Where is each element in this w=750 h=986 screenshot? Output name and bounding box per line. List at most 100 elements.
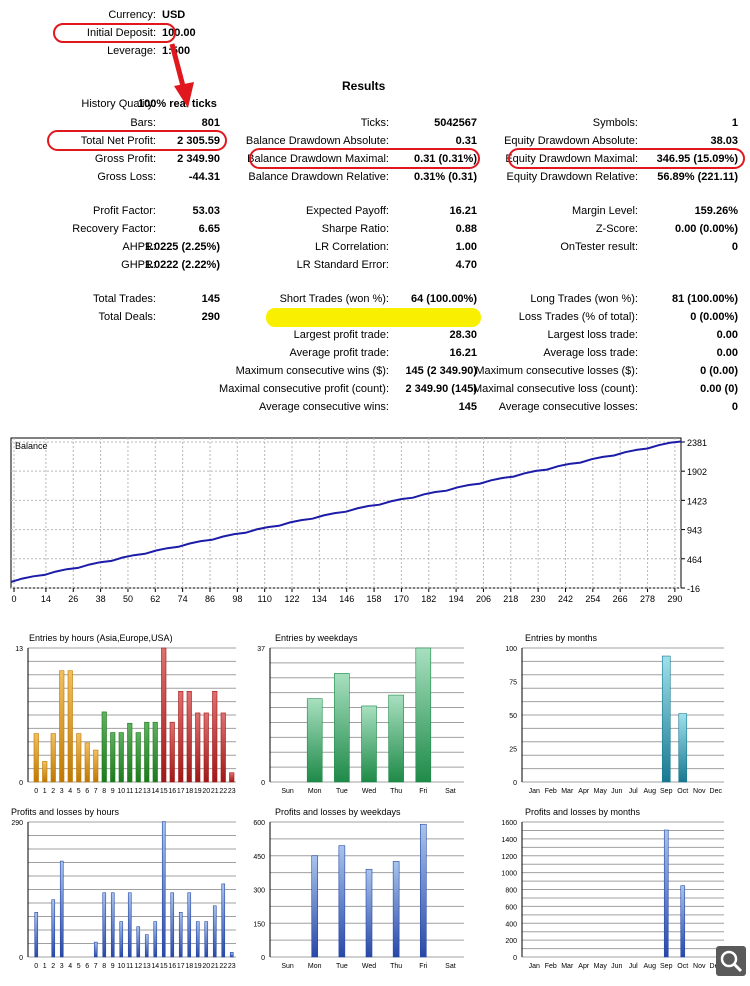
chart-x-tick-label: 12 [134, 788, 142, 795]
chart-x-tick-label: Mon [308, 963, 322, 970]
balance-drawdown-highlight-oval [249, 148, 480, 169]
chart-x-tick-label: Jan [529, 788, 540, 795]
col3-label: Equity Drawdown Relative: [506, 171, 638, 183]
chart-bar [42, 761, 48, 783]
entries-by-months-chart: Entries by months 100 75 50 25 0 Jan Feb Mar Apr M… [505, 633, 724, 795]
profits-by-months-chart: Profits and losses by months 1600 1400 1200… [501, 807, 724, 970]
chart-x-tick-label: Tue [336, 963, 348, 970]
balance-y-tick-label: 943 [687, 526, 702, 536]
chart-bar [144, 934, 149, 958]
chart-bar [178, 690, 184, 783]
balance-x-tick-label: 0 [11, 594, 16, 604]
col2-label: Average profit trade: [289, 347, 389, 359]
col3-label: Margin Level: [571, 205, 638, 217]
chart-y-tick-label: 0 [513, 780, 517, 787]
col1-value: 6.65 [198, 223, 220, 235]
col2-label: Maximal consecutive profit (count): [219, 383, 389, 395]
col1-label: Profit Factor: [93, 205, 156, 217]
chart-title: Profits and losses by months [525, 807, 641, 817]
col3-value: 159.26% [694, 205, 738, 217]
chart-bar [153, 921, 158, 958]
col1-value: 1.0225 (2.25%) [144, 241, 220, 253]
chart-x-tick-label: 8 [102, 963, 106, 970]
chart-x-tick-label: 6 [85, 963, 89, 970]
balance-x-tick-label: 242 [558, 594, 573, 604]
chart-x-tick-label: 17 [177, 963, 185, 970]
col3-value: 0 [731, 401, 738, 413]
col2-label: LR Correlation: [315, 241, 389, 253]
col2-label: Ticks: [360, 117, 389, 129]
chart-x-tick-label: Jun [611, 963, 622, 970]
chart-x-tick-label: May [594, 963, 608, 970]
profit-trades-highlight [266, 308, 481, 327]
col1-value: 1.0222 (2.22%) [144, 259, 220, 271]
chart-bar [306, 698, 323, 783]
col2-value: 16.21 [449, 347, 477, 359]
col1-value: 145 [201, 293, 220, 305]
chart-x-tick-label: Dec [710, 963, 723, 970]
chart-bar [127, 892, 132, 958]
chart-y-tick-label: 200 [505, 938, 517, 945]
balance-x-tick-label: 74 [178, 594, 188, 604]
equity-drawdown-highlight-oval [508, 148, 745, 169]
col1-label: AHPR: [122, 241, 156, 253]
currency-value: USD [162, 9, 186, 21]
chart-bar [229, 772, 235, 783]
col3-label: Z-Score: [595, 223, 638, 235]
col2-value: 5042567 [434, 117, 477, 129]
col3-label: OnTester result: [560, 241, 638, 253]
col2-label: Balance Drawdown Relative: [248, 171, 389, 183]
chart-x-tick-label: Thu [390, 788, 402, 795]
chart-y-tick-label: 150 [253, 921, 265, 928]
chart-x-tick-label: 2 [51, 963, 55, 970]
col3-label: Largest loss trade: [547, 329, 639, 341]
zoom-icon [720, 950, 743, 973]
chart-bar [110, 892, 115, 958]
balance-x-tick-label: 122 [285, 594, 300, 604]
chart-x-tick-label: 9 [111, 788, 115, 795]
col2-value: 28.30 [449, 329, 477, 341]
chart-bar [680, 885, 686, 958]
chart-bar [59, 860, 64, 958]
chart-x-tick-label: Jul [629, 963, 638, 970]
col3-label: Average loss trade: [543, 347, 638, 359]
chart-bar [118, 732, 124, 783]
chart-y-tick-label: 50 [509, 713, 517, 720]
chart-y-tick-label: 25 [509, 747, 517, 754]
zoom-button[interactable] [716, 946, 746, 976]
chart-x-tick-label: Tue [336, 788, 348, 795]
chart-x-tick-label: Jul [629, 788, 638, 795]
chart-y-tick-label: 450 [253, 854, 265, 861]
chart-bar [136, 926, 141, 958]
chart-x-tick-label: 2 [51, 788, 55, 795]
col2-value: 16.21 [449, 205, 477, 217]
chart-x-tick-label: Sat [445, 788, 456, 795]
col3-value: 56.89% (221.11) [657, 171, 738, 183]
balance-x-tick-label: 14 [41, 594, 51, 604]
chart-x-tick-label: 21 [211, 788, 219, 795]
chart-x-tick-label: 14 [151, 788, 159, 795]
chart-x-tick-label: Nov [693, 788, 706, 795]
chart-x-tick-label: Jan [529, 963, 540, 970]
chart-title: Profits and losses by weekdays [275, 807, 401, 817]
chart-bar [170, 892, 175, 958]
col3-label: Loss Trades (% of total): [518, 311, 638, 323]
col2-value: 0.88 [455, 223, 477, 235]
col2-value: 145 [458, 401, 477, 413]
col1-value: -44.31 [188, 171, 220, 183]
chart-bar [663, 829, 669, 958]
col2-label: Balance Drawdown Maximal: [247, 153, 389, 165]
chart-title: Entries by hours (Asia,Europe,USA) [29, 633, 173, 643]
col1-label: Gross Profit: [94, 153, 156, 165]
chart-x-tick-label: 20 [202, 788, 210, 795]
chart-x-tick-label: Jun [611, 788, 622, 795]
balance-title: Balance [15, 441, 48, 451]
deposit-highlight-oval [53, 23, 176, 43]
chart-y-tick-label: 0 [261, 955, 265, 962]
chart-x-tick-label: 5 [77, 963, 81, 970]
chart-x-tick-label: 1 [43, 963, 47, 970]
chart-x-tick-label: 23 [228, 788, 236, 795]
chart-bar [415, 647, 432, 783]
chart-bar [169, 721, 175, 783]
chart-x-tick-label: Fri [419, 963, 428, 970]
